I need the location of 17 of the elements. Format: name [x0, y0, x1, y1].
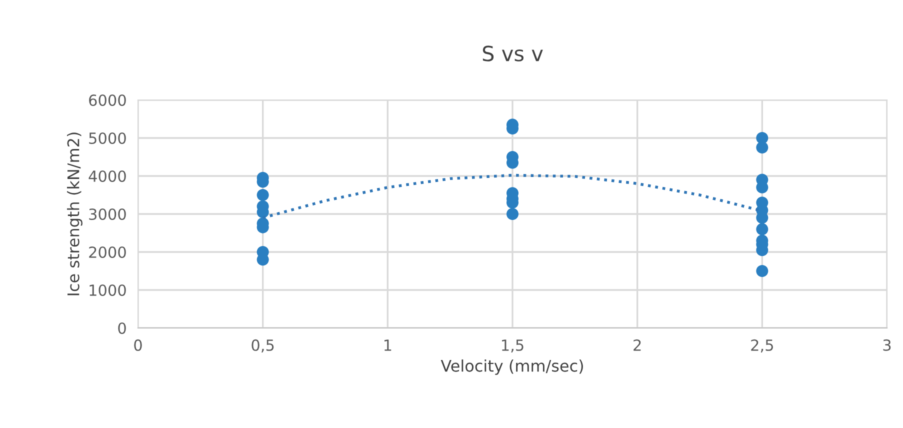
- x-tick-label: 0: [134, 339, 142, 351]
- y-tick-label: 5000: [89, 132, 126, 144]
- x-tick-label: 1: [384, 340, 392, 351]
- x-axis-title: Velocity (mm/sec): [440, 359, 583, 375]
- x-tick-label: 2: [634, 339, 641, 351]
- y-axis-title: Ice strength (kN/m2): [66, 132, 82, 296]
- y-tick-label: 1000: [90, 284, 126, 296]
- x-tick-label: 2,5: [751, 339, 773, 352]
- x-tick-label: 1,5: [502, 340, 524, 352]
- chart-title: S vs v: [482, 46, 543, 62]
- y-tick-label: 2000: [89, 246, 126, 258]
- y-tick-label: 4000: [88, 170, 126, 182]
- x-tick-label: 3: [883, 339, 891, 351]
- y-tick-label: 3000: [89, 208, 126, 220]
- y-tick-label: 6000: [89, 94, 126, 106]
- x-tick-label: 0,5: [252, 339, 274, 352]
- y-tick-label: 0: [118, 322, 126, 334]
